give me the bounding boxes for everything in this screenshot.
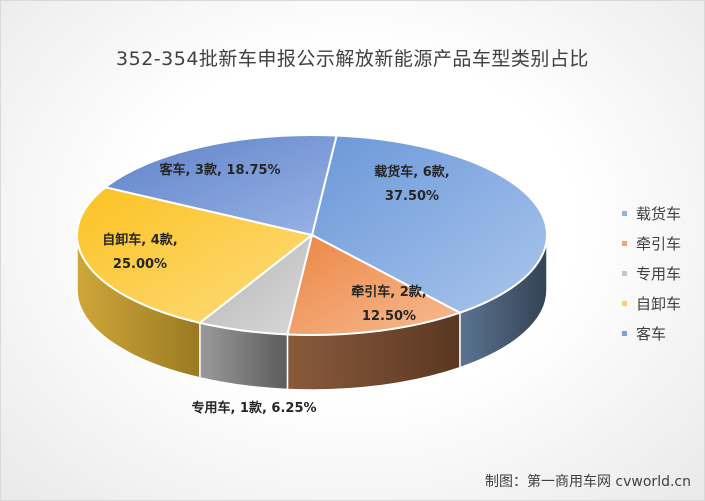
pie-top-layer [76, 134, 548, 336]
legend-item[interactable]: 自卸车 [622, 288, 681, 318]
legend-label: 专用车 [636, 264, 682, 283]
data-label: 载货车, 6款, [374, 164, 449, 180]
pie-slice[interactable] [286, 233, 463, 336]
legend-label: 自卸车 [636, 294, 682, 313]
pie-side-layer [76, 234, 548, 391]
data-label: 自卸车, 4款, [102, 232, 177, 248]
legend-marker [622, 300, 627, 306]
pie-slice[interactable] [310, 134, 548, 314]
legend-marker [622, 270, 627, 276]
chart-title: 352-354批新车申报公示解放新能源产品车型类别占比 [116, 48, 589, 70]
pie-slice[interactable] [76, 186, 315, 324]
data-label: 专用车, 1款, 6.25% [191, 400, 316, 416]
data-label: 12.50% [362, 309, 416, 324]
legend: 载货车 牵引车 专用车 自卸车 客车 [622, 198, 681, 348]
legend-item[interactable]: 牵引车 [622, 228, 681, 258]
legend-label: 客车 [636, 324, 667, 343]
legend-marker [622, 240, 627, 246]
legend-label: 载货车 [636, 204, 682, 223]
data-label: 25.00% [113, 257, 167, 272]
legend-item[interactable]: 客车 [622, 318, 681, 348]
legend-marker [622, 330, 627, 336]
legend-item[interactable]: 载货车 [622, 198, 681, 228]
pie-label-layer: 载货车, 6款, 37.50% 牵引车, 2款, 12.50% 专用车, 1款, 6.2… [102, 162, 449, 416]
legend-label: 牵引车 [636, 234, 682, 253]
pie-slice[interactable] [103, 134, 338, 237]
data-label: 客车, 3款, 18.75% [159, 162, 280, 178]
legend-marker [622, 210, 627, 216]
data-label: 牵引车, 2款, [351, 284, 426, 300]
legend-item[interactable]: 专用车 [622, 258, 681, 288]
data-label: 37.50% [385, 189, 439, 204]
source-credit: 制图：第一商用车网 cvworld.cn [484, 474, 691, 490]
